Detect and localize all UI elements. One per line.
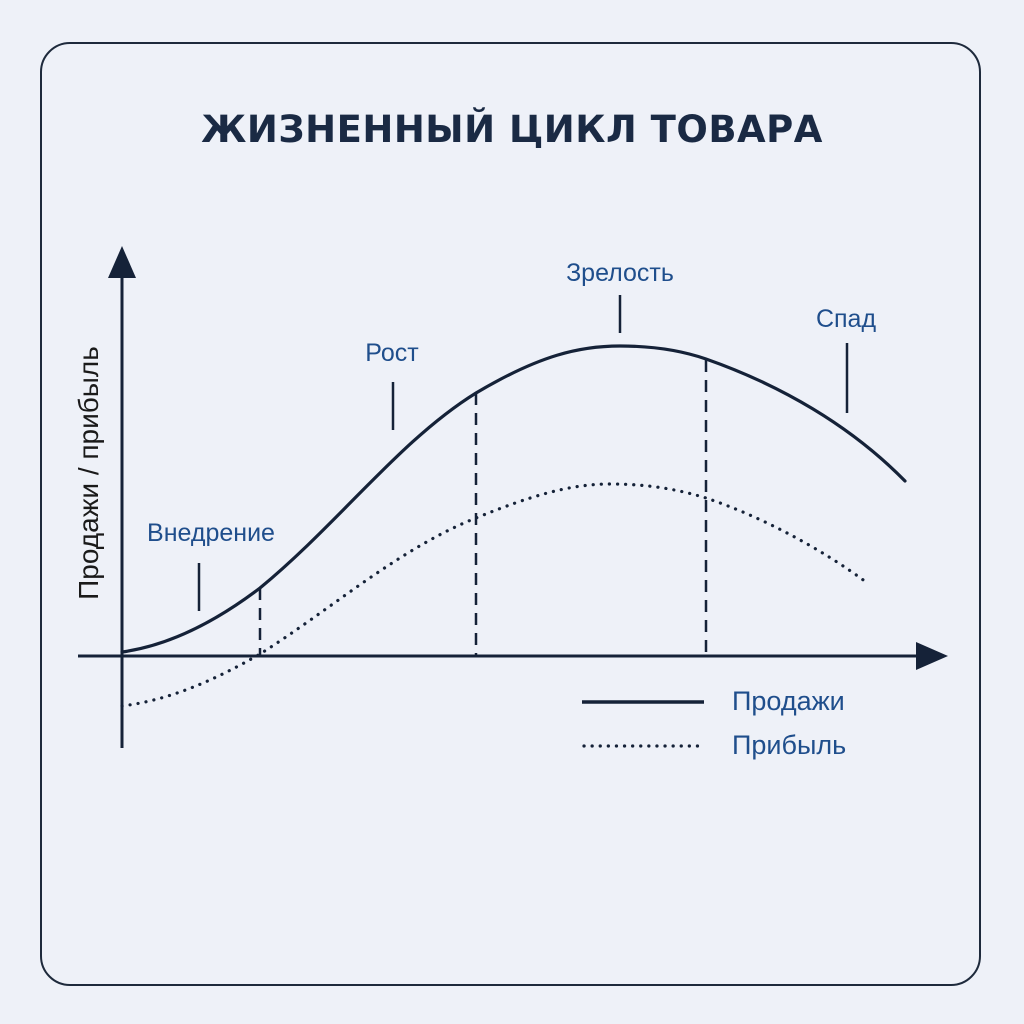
y-axis-label: Продажи / прибыль	[73, 346, 104, 600]
stage-label-maturity: Зрелость	[566, 259, 674, 287]
y-axis-arrow	[108, 246, 136, 278]
x-axis-arrow	[916, 642, 948, 670]
sales-curve	[120, 344, 907, 654]
legend-profit-label: Прибыль	[732, 730, 846, 760]
stage-label-growth: Рост	[365, 339, 419, 367]
legend: Продажи Прибыль	[582, 686, 846, 760]
profit-curve	[120, 482, 868, 708]
legend-sales-label: Продажи	[732, 686, 845, 716]
diagram-card	[40, 42, 981, 986]
diagram-title: ЖИЗНЕННЫЙ ЦИКЛ ТОВАРА	[201, 108, 823, 151]
stage-label-introduction: Внедрение	[147, 519, 275, 547]
stage-label-decline: Спад	[816, 305, 876, 333]
